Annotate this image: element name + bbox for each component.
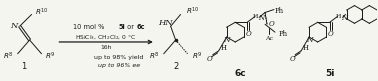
Text: 5i: 5i [119,24,125,30]
Text: Ph: Ph [275,7,284,14]
Text: 16h: 16h [101,45,112,50]
Text: $R^9$: $R^9$ [192,51,202,62]
Text: or: or [125,24,136,30]
Text: H: H [303,44,309,52]
Text: H: H [221,44,227,52]
Text: Ac: Ac [265,36,273,41]
Text: O: O [289,55,295,63]
Text: O: O [245,30,251,38]
Text: N: N [342,14,348,22]
Text: $R^8$: $R^8$ [3,51,14,62]
Text: N: N [258,14,264,22]
Text: HSiCl$_3$, CH$_2$Cl$_2$, 0 °C: HSiCl$_3$, CH$_2$Cl$_2$, 0 °C [76,34,137,42]
Text: H: H [336,14,341,19]
Text: O: O [328,30,333,38]
Text: H: H [253,14,258,19]
Text: N: N [10,22,18,30]
Text: 1: 1 [21,62,26,71]
Text: N: N [223,36,230,44]
Text: 5i: 5i [325,69,334,78]
Text: HN: HN [158,19,173,27]
Text: O: O [269,20,275,28]
Text: 6c: 6c [136,24,145,30]
Text: Ph: Ph [279,30,288,38]
Text: $R^9$: $R^9$ [45,51,56,62]
Text: 2: 2 [173,62,178,71]
Text: O: O [207,55,212,63]
Text: $R^8$: $R^8$ [149,51,160,62]
Text: $R^{10}$: $R^{10}$ [34,7,48,18]
Text: 6c: 6c [234,69,246,78]
Text: $R^{10}$: $R^{10}$ [186,6,199,17]
Text: up to 96% ee: up to 96% ee [98,63,140,68]
Text: up to 98% yield: up to 98% yield [94,55,144,60]
Text: 10 mol %: 10 mol % [73,24,106,30]
Text: N: N [306,36,312,44]
